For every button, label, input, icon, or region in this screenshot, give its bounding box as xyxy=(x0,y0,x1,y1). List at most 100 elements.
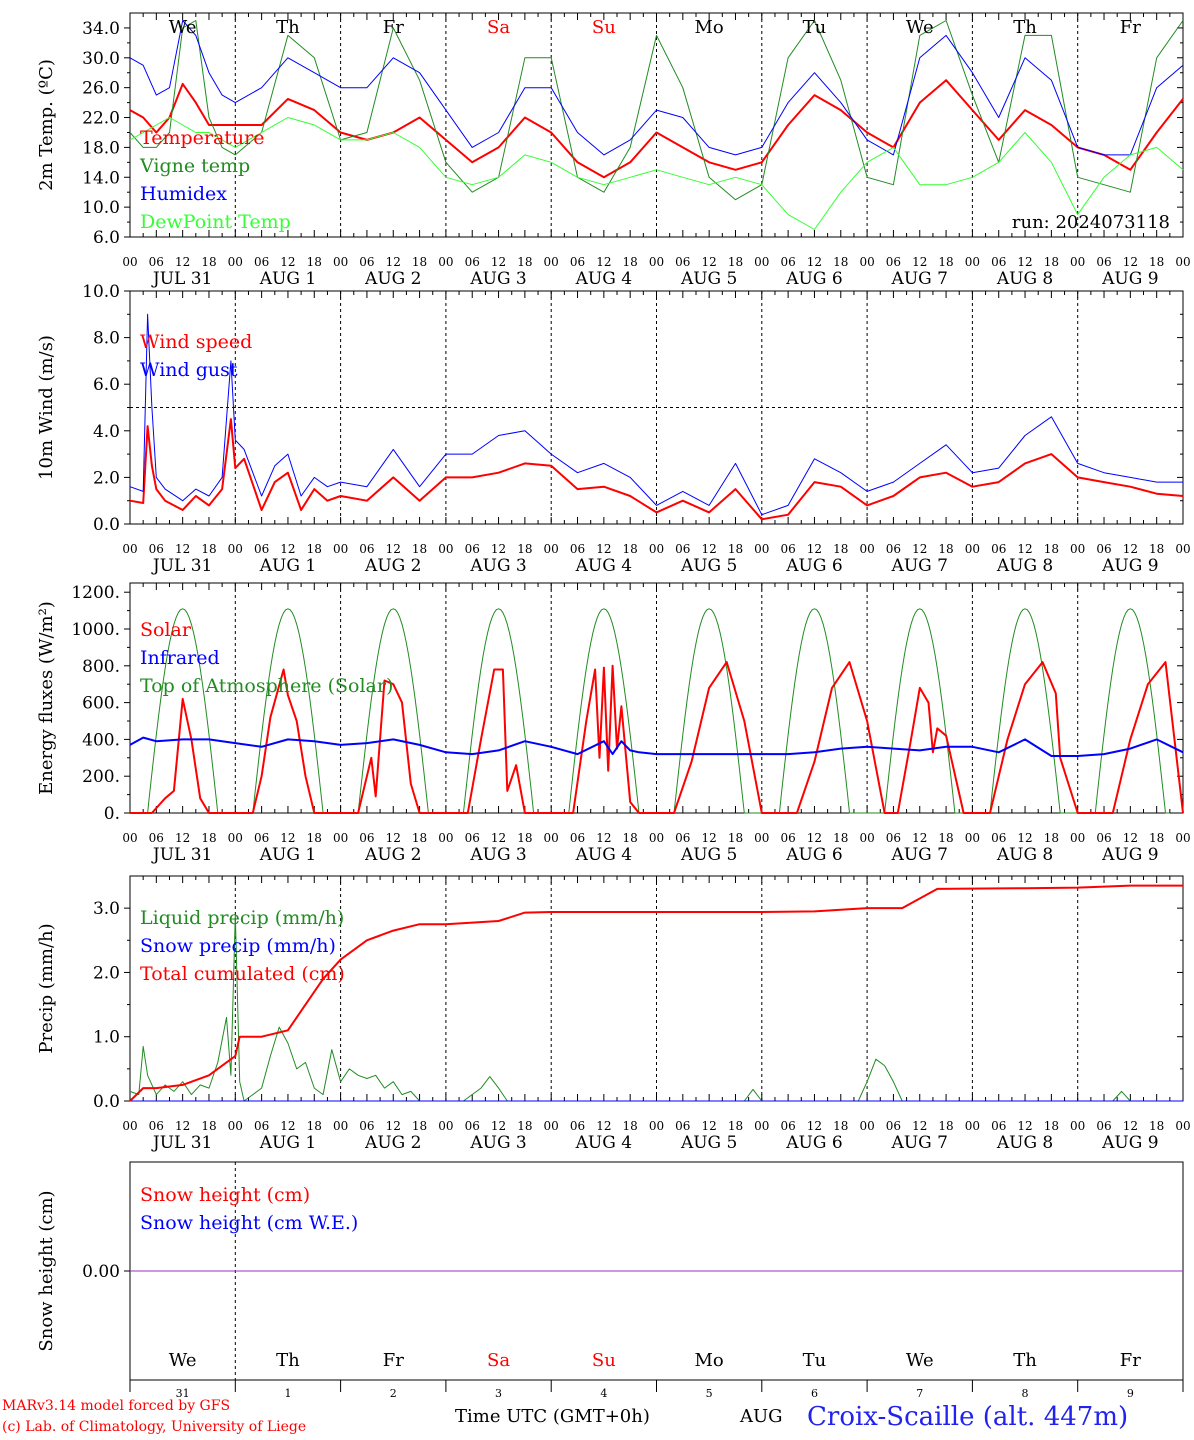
legend-entry: Vigne temp xyxy=(139,155,250,177)
y-tick-label: 1200. xyxy=(71,583,120,603)
hour-tick-label: 18 xyxy=(1149,255,1164,269)
legend-entry: Humidex xyxy=(140,183,227,205)
hour-tick-label: 12 xyxy=(175,831,190,845)
x-axis-label: Time UTC (GMT+0h) xyxy=(455,1406,650,1427)
hour-tick-label: 00 xyxy=(228,255,243,269)
y-tick-label: 800. xyxy=(82,657,120,677)
hour-tick-label: 06 xyxy=(254,255,269,269)
hour-tick-label: 12 xyxy=(491,542,506,556)
hour-tick-label: 06 xyxy=(254,542,269,556)
date-label: AUG 5 xyxy=(680,556,737,576)
date-label: AUG 6 xyxy=(785,269,842,289)
date-label: AUG 7 xyxy=(891,269,948,289)
hour-tick-label: 18 xyxy=(938,1119,953,1133)
hour-tick-label: 12 xyxy=(175,255,190,269)
hour-tick-label: 12 xyxy=(1017,542,1032,556)
hour-tick-label: 12 xyxy=(1017,1119,1032,1133)
hour-tick-label: 12 xyxy=(386,1119,401,1133)
dow-label: Mo xyxy=(695,1350,724,1371)
hour-tick-label: 12 xyxy=(491,255,506,269)
y-tick-label: 6.0 xyxy=(93,228,120,248)
y-tick-label: 0.0 xyxy=(93,1092,120,1112)
date-label: AUG 9 xyxy=(1101,269,1158,289)
series-temperature xyxy=(129,79,1184,179)
legend-entry: Top of Atmosphere (Solar) xyxy=(140,675,393,697)
date-label: AUG 1 xyxy=(259,269,316,289)
hour-tick-label: 00 xyxy=(228,831,243,845)
hour-tick-label: 12 xyxy=(702,542,717,556)
dow-label: We xyxy=(906,1350,934,1371)
hour-tick-label: 18 xyxy=(833,255,848,269)
hour-tick-label: 18 xyxy=(412,1119,427,1133)
legend-entry: Snow height (cm) xyxy=(140,1184,310,1206)
date-label: AUG 2 xyxy=(364,845,421,865)
y-tick-label: 2.0 xyxy=(93,963,120,983)
hour-tick-label: 06 xyxy=(465,1119,480,1133)
date-label: AUG 1 xyxy=(259,556,316,576)
hour-tick-label: 18 xyxy=(728,831,743,845)
hour-tick-label: 18 xyxy=(728,255,743,269)
date-label: JUL 31 xyxy=(151,1133,212,1153)
date-label: JUL 31 xyxy=(151,845,212,865)
hour-tick-label: 00 xyxy=(1175,255,1190,269)
hour-tick-label: 00 xyxy=(1070,1119,1085,1133)
date-label: AUG 7 xyxy=(891,556,948,576)
hour-tick-label: 18 xyxy=(833,831,848,845)
hour-tick-label: 12 xyxy=(807,831,822,845)
dow-label: Fr xyxy=(1120,17,1141,38)
hour-tick-label: 06 xyxy=(780,542,795,556)
date-label: AUG 9 xyxy=(1101,556,1158,576)
hour-tick-label: 00 xyxy=(438,831,453,845)
hour-tick-label: 18 xyxy=(307,542,322,556)
hour-tick-label: 00 xyxy=(438,542,453,556)
hour-tick-label: 12 xyxy=(807,255,822,269)
y-tick-label: 0. xyxy=(104,804,120,824)
day-number-label: 2 xyxy=(390,1387,397,1400)
hour-tick-label: 18 xyxy=(728,542,743,556)
legend-entry: Temperature xyxy=(140,127,264,149)
date-label: AUG 5 xyxy=(680,845,737,865)
dow-label: Su xyxy=(592,17,616,38)
hour-tick-label: 18 xyxy=(307,831,322,845)
hour-tick-label: 18 xyxy=(517,1119,532,1133)
hour-tick-label: 12 xyxy=(280,831,295,845)
hour-tick-label: 12 xyxy=(1123,542,1138,556)
hour-tick-label: 00 xyxy=(859,255,874,269)
hour-tick-label: 18 xyxy=(623,542,638,556)
panel-wind: 00 06 12 18 00 06 12 18 00 06 12 18 00 06 12 18 00 06 12 18… xyxy=(36,282,1191,576)
dow-label: Tu xyxy=(803,1350,827,1371)
hour-tick-label: 00 xyxy=(544,1119,559,1133)
dow-label: Fr xyxy=(1120,1350,1141,1371)
hour-tick-label: 18 xyxy=(412,542,427,556)
legend-entry: Wind speed xyxy=(140,331,252,353)
credit-lab: (c) Lab. of Climatology, University of L… xyxy=(2,1419,307,1435)
hour-tick-label: 00 xyxy=(122,1119,137,1133)
panel-snow: 0.00 Snow height (cm) Snow height (cm) Snow… xyxy=(36,1161,1184,1400)
hour-tick-label: 18 xyxy=(201,542,216,556)
hour-tick-label: 06 xyxy=(359,542,374,556)
date-label: AUG 2 xyxy=(364,1133,421,1153)
day-number-label: 3 xyxy=(495,1387,502,1400)
y-tick-label: 34.0 xyxy=(82,19,120,39)
y-axis-label: Energy fluxes (W/m²) xyxy=(36,601,57,795)
y-tick-label: 10.0 xyxy=(82,282,120,302)
hour-tick-label: 00 xyxy=(122,831,137,845)
hour-tick-label: 18 xyxy=(307,255,322,269)
hour-tick-label: 00 xyxy=(649,831,664,845)
hour-tick-label: 00 xyxy=(333,542,348,556)
series-total-cumulated-cm xyxy=(129,884,1183,1102)
hour-tick-label: 18 xyxy=(412,255,427,269)
date-label: AUG 4 xyxy=(575,269,632,289)
hour-tick-label: 12 xyxy=(1123,255,1138,269)
hour-tick-label: 06 xyxy=(570,255,585,269)
hour-tick-label: 18 xyxy=(833,542,848,556)
date-label: AUG 6 xyxy=(785,556,842,576)
hour-tick-label: 12 xyxy=(280,1119,295,1133)
dow-label: Sa xyxy=(487,1350,510,1371)
hour-tick-label: 06 xyxy=(1096,831,1111,845)
hour-tick-label: 06 xyxy=(465,255,480,269)
dow-label: Th xyxy=(276,1350,300,1371)
day-number-label: 6 xyxy=(811,1387,818,1400)
hour-tick-label: 12 xyxy=(386,542,401,556)
dow-label: We xyxy=(169,17,197,38)
